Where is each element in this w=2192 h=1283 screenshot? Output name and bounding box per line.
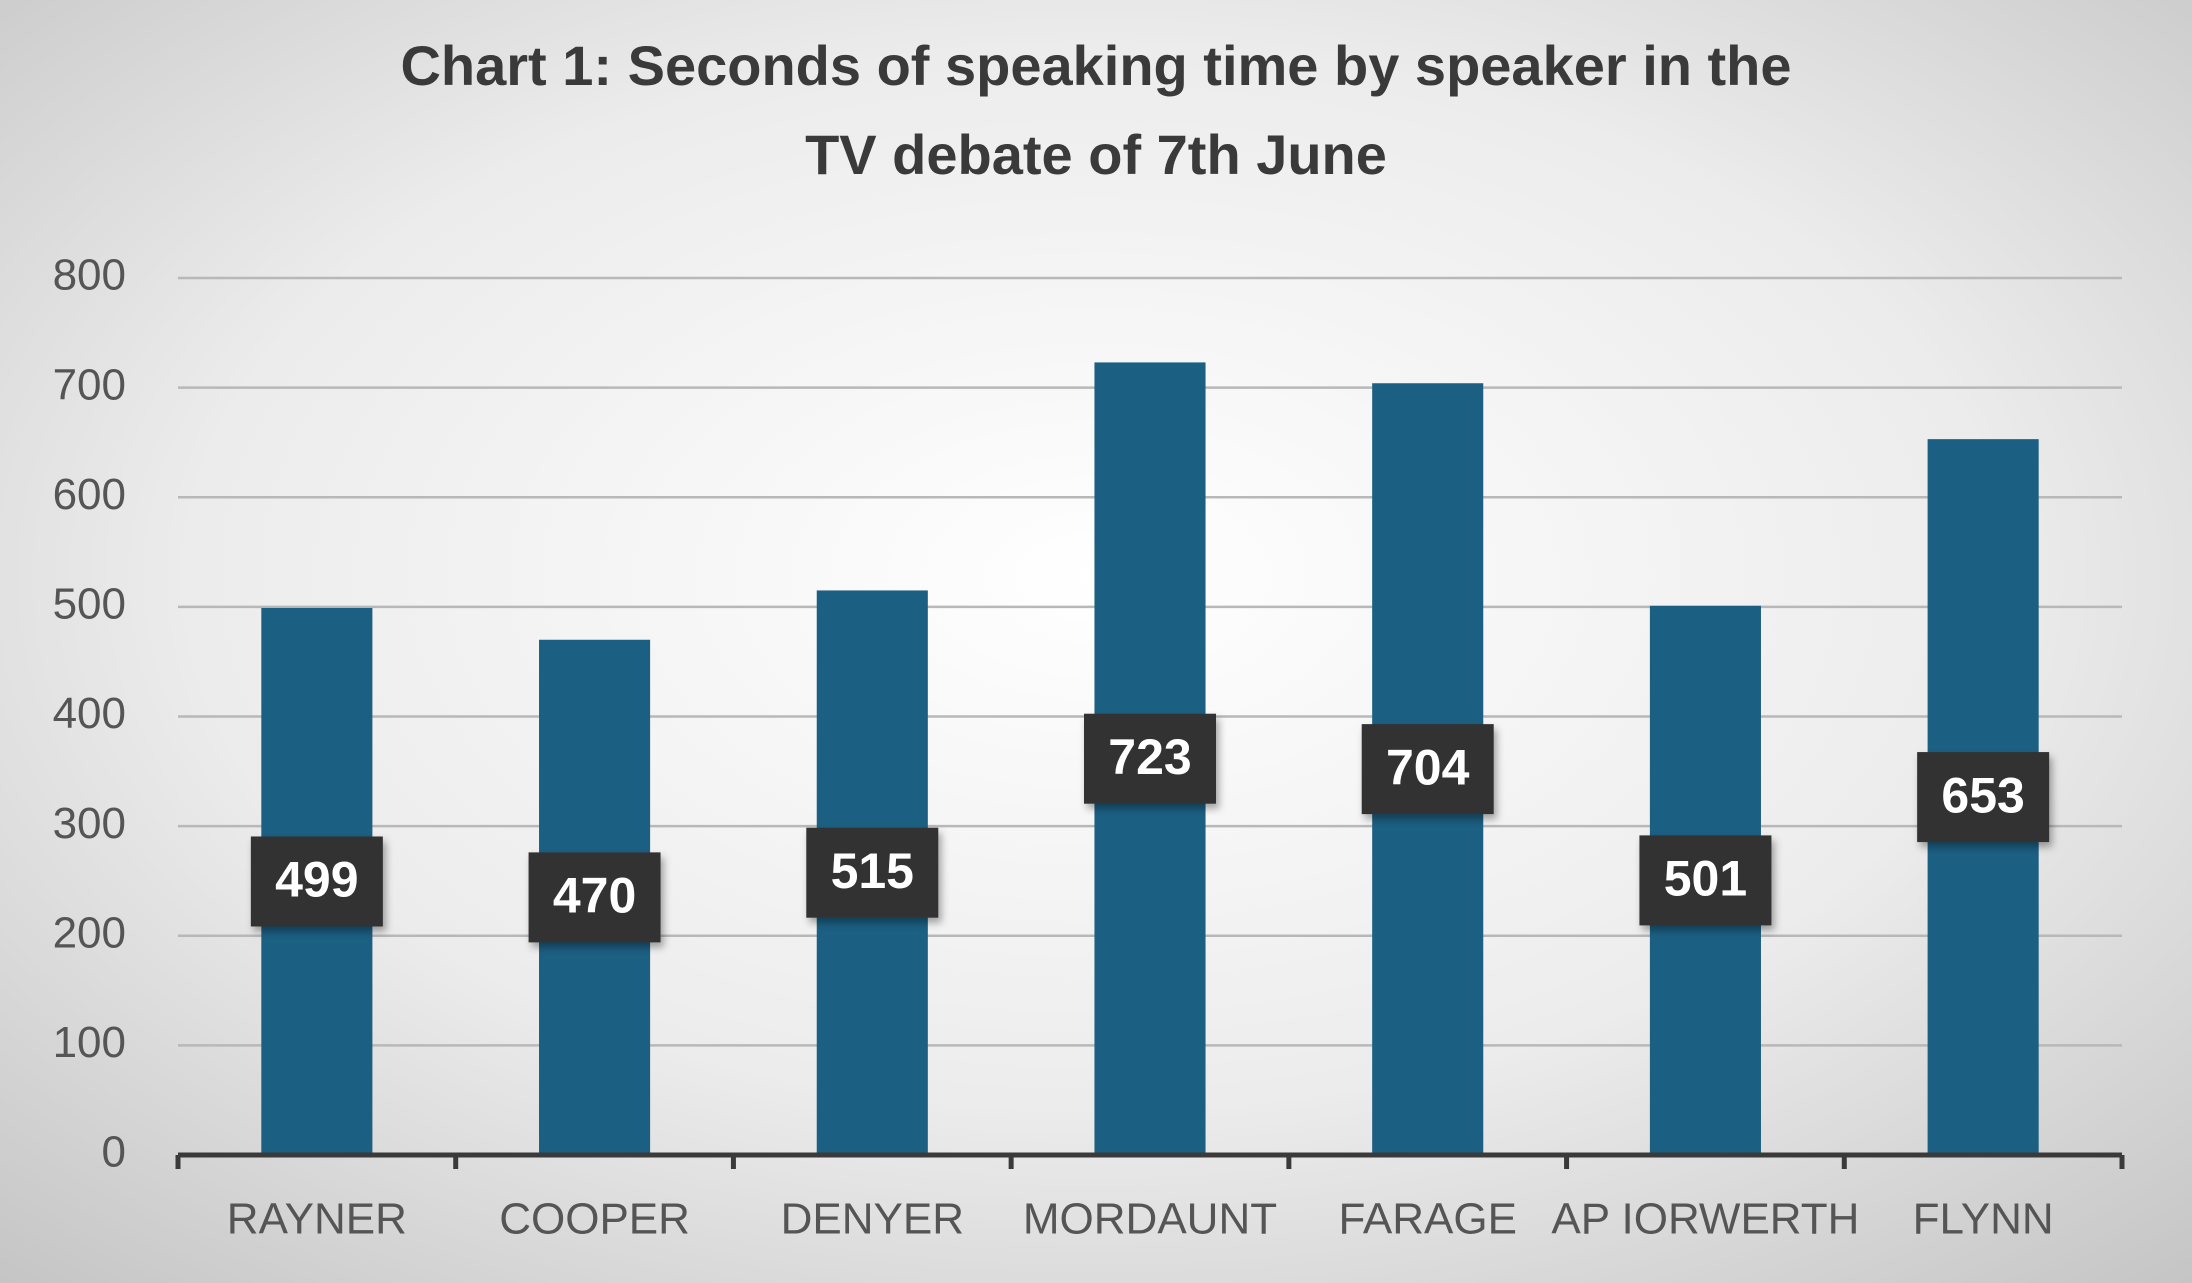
- data-label-group: 501: [1639, 835, 1772, 926]
- x-tick-label: COOPER: [499, 1195, 690, 1244]
- data-label-box: [528, 852, 661, 943]
- x-tick-label: FLYNN: [1913, 1195, 2054, 1244]
- x-tick-label: AP IORWERTH: [1551, 1195, 1859, 1244]
- data-label-group: 653: [1917, 752, 2050, 843]
- y-tick-label: 500: [53, 580, 126, 629]
- y-tick-label: 400: [53, 689, 126, 738]
- y-tick-label: 100: [53, 1018, 126, 1067]
- data-label: 723: [1108, 729, 1191, 785]
- data-label-group: 723: [1084, 713, 1216, 804]
- data-label-box: [1639, 835, 1772, 926]
- chart-title: Chart 1: Seconds of speaking time by spe…: [400, 34, 1791, 186]
- data-label: 501: [1664, 851, 1747, 907]
- y-tick-label: 300: [53, 799, 126, 848]
- x-tick-label: FARAGE: [1338, 1195, 1517, 1244]
- x-tick-label: DENYER: [781, 1195, 964, 1244]
- data-label: 653: [1941, 767, 2024, 823]
- y-tick-label: 600: [53, 470, 126, 519]
- data-label: 499: [275, 852, 358, 908]
- data-label-group: 470: [528, 852, 661, 943]
- y-tick-label: 200: [53, 908, 126, 957]
- data-label-box: [806, 827, 939, 918]
- y-tick-label: 700: [53, 360, 126, 409]
- y-tick-label: 800: [53, 251, 126, 300]
- x-tick-label: RAYNER: [227, 1195, 407, 1244]
- data-label: 704: [1386, 739, 1470, 795]
- data-label-group: 704: [1361, 724, 1494, 815]
- data-label-group: 499: [250, 836, 383, 927]
- data-label-box: [250, 836, 383, 927]
- data-label: 515: [831, 843, 914, 899]
- data-label-box: [1917, 752, 2050, 843]
- x-tick-label: MORDAUNT: [1023, 1195, 1277, 1244]
- data-label-box: [1084, 713, 1216, 804]
- data-label-group: 515: [806, 827, 939, 918]
- data-label: 470: [553, 868, 636, 924]
- y-tick-label: 0: [102, 1128, 126, 1177]
- data-label-box: [1361, 724, 1494, 815]
